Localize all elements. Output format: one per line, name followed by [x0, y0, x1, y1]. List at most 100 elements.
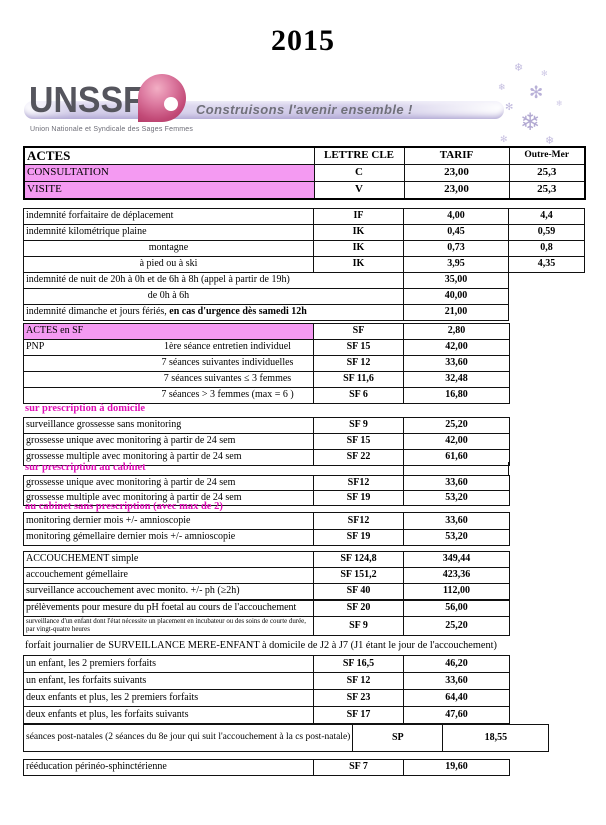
section-heading-forfait: forfait journalier de SURVEILLANCE MERE-…	[25, 640, 497, 651]
tarif-cell: 23,00	[403, 164, 510, 182]
section-heading-sans-prescription: au cabinet sans prescription (avec max d…	[25, 501, 223, 512]
acte-cell: indemnité de nuit de 20h à 0h et de 6h à…	[23, 272, 404, 289]
snowflake-icon: ❄	[545, 134, 555, 147]
acte-cell: monitoring gémellaire dernier mois +/- a…	[23, 528, 314, 546]
acte-cell: à pied ou à ski	[23, 256, 314, 273]
table-row: monitoring gémellaire dernier mois +/- a…	[23, 528, 510, 546]
acte-text: 7 séances suivantes individuelles	[161, 357, 294, 369]
outre-mer-header: Outre-Mer	[508, 146, 586, 165]
tarif-cell: 40,00	[403, 288, 509, 305]
year-title: 2015	[271, 24, 335, 57]
empty-cell	[509, 273, 585, 289]
table-row: ACTES en SF SF 2,80	[23, 323, 510, 340]
acte-cell: deux enfants et plus, les forfaits suiva…	[23, 706, 314, 724]
acte-cell: 7 séances suivantes ≤ 3 femmes	[23, 371, 314, 388]
tarif-cell: 2,80	[403, 323, 510, 340]
reeducation-table: rééducation périnéo-sphinctérienne SF 7 …	[23, 759, 510, 776]
tarif-cell: 47,60	[403, 706, 510, 724]
acte-cell: indemnité forfaitaire de déplacement	[23, 208, 314, 225]
tarif-cell: 53,20	[403, 490, 510, 506]
lettre-cle-cell: V	[313, 181, 405, 200]
table-row: surveillance accouchement avec monito. +…	[23, 583, 510, 600]
logo-tagline: Construisons l'avenir ensemble !	[196, 102, 413, 117]
acte-cell: accouchement gémellaire	[23, 567, 314, 584]
table-row: à pied ou à ski IK 3,95 4,35	[23, 256, 585, 273]
tarif-cell: 56,00	[403, 600, 510, 617]
logo-subtitle: Union Nationale et Syndicale des Sages F…	[30, 126, 194, 133]
acte-cell: rééducation périnéo-sphinctérienne	[23, 759, 314, 776]
table-row: grossesse unique avec monitoring à parti…	[23, 475, 510, 491]
table-row: grossesse multiple avec monitoring à par…	[23, 449, 510, 466]
monitoring-table: monitoring dernier mois +/- amnioscopie …	[23, 512, 510, 546]
acte-cell: de 0h à 6h	[23, 288, 404, 305]
tarif-cell: 42,00	[403, 339, 510, 356]
acte-cell: 7 séances suivantes individuelles	[23, 355, 314, 372]
table-row: indemnité forfaitaire de déplacement IF …	[23, 208, 585, 225]
tarif-cell: 32,48	[403, 371, 510, 388]
tarif-cell: 18,55	[442, 724, 550, 752]
table-row: 7 séances suivantes individuelles SF 12 …	[23, 355, 510, 372]
table-row: indemnité dimanche et jours fériés, en c…	[23, 304, 585, 321]
logo-acronym: UNSSF	[29, 79, 144, 120]
table-row: montagne IK 0,73 0,8	[23, 240, 585, 257]
acte-cell: grossesse unique avec monitoring à parti…	[23, 433, 314, 450]
table-row: 7 séances > 3 femmes (max = 6 ) SF 6 16,…	[23, 387, 510, 404]
acte-cell: indemnité dimanche et jours fériés, en c…	[23, 304, 404, 321]
outre-mer-cell: 25,3	[508, 181, 586, 200]
table-row: séances post-natales (2 séances du 8e jo…	[22, 724, 550, 752]
empty-cell	[509, 289, 585, 305]
acte-cell: CONSULTATION	[23, 164, 315, 182]
accouchement-table: ACCOUCHEMENT simple SF 124,8 349,44 acco…	[23, 551, 510, 600]
tarif-cell: 0,73	[403, 240, 509, 257]
table-row: ACCOUCHEMENT simple SF 124,8 349,44	[23, 551, 510, 568]
section-heading-domicile: sur prescription à domicile	[25, 403, 146, 414]
snowflake-icon: ✻	[500, 135, 508, 145]
lettre-cle-cell: SF 151,2	[313, 567, 404, 584]
outre-mer-cell: 0,8	[508, 240, 585, 257]
acte-cell: grossesse multiple avec monitoring à par…	[23, 449, 314, 466]
lettre-cle-cell: SF 23	[313, 689, 404, 707]
surveillance-mere-enfant-table: un enfant, les 2 premiers forfaits SF 16…	[23, 655, 510, 724]
acte-text-bold: en cas d'urgence dès samedi 12h	[169, 306, 307, 318]
tarif-cell: 4,00	[403, 208, 509, 225]
table-row: de 0h à 6h 40,00	[23, 288, 585, 305]
lettre-cle-cell: C	[313, 164, 405, 182]
section-heading-cabinet: sur prescription au cabinet	[25, 462, 146, 473]
table-row: 7 séances suivantes ≤ 3 femmes SF 11,6 3…	[23, 371, 510, 388]
acte-text: indemnité dimanche et jours fériés,	[26, 306, 170, 318]
acte-cell: surveillance grossesse sans monitoring	[23, 417, 314, 434]
tarif-cell: 21,00	[403, 304, 509, 321]
acte-cell: monitoring dernier mois +/- amnioscopie	[23, 512, 314, 530]
tarif-cell: 64,40	[403, 689, 510, 707]
lettre-cle-cell: SF 12	[313, 355, 404, 372]
table-row: accouchement gémellaire SF 151,2 423,36	[23, 567, 510, 584]
tarif-cell: 33,60	[403, 672, 510, 690]
tarif-cell: 33,60	[403, 355, 510, 372]
lettre-cle-cell: SF 20	[313, 600, 404, 617]
table-row: VISITE V 23,00 25,3	[23, 181, 586, 200]
lettre-cle-cell: IK	[313, 240, 404, 257]
table-row: PNP 1ère séance entretien individuel SF …	[23, 339, 510, 356]
tarif-cell: 23,00	[403, 181, 510, 200]
acte-cell: indemnité kilométrique plaine	[23, 224, 314, 241]
table-row: surveillance grossesse sans monitoring S…	[23, 417, 510, 434]
prescription-domicile-table: surveillance grossesse sans monitoring S…	[23, 417, 510, 466]
snowflake-icon: ✻	[529, 83, 544, 103]
acte-cell: VISITE	[23, 181, 315, 200]
acte-cell: ACTES en SF	[23, 323, 314, 340]
acte-cell: grossesse multiple avec monitoring à par…	[23, 490, 314, 506]
snowflake-icon: ❄	[514, 61, 524, 74]
table-row: monitoring dernier mois +/- amnioscopie …	[23, 512, 510, 530]
lettre-cle-cell: SF 19	[313, 490, 404, 506]
acte-cell: prélèvements pour mesure du pH foetal au…	[23, 600, 314, 617]
actes-header: ACTES	[23, 146, 315, 165]
acte-cell: ACCOUCHEMENT simple	[23, 551, 314, 568]
table-row: grossesse unique avec monitoring à parti…	[23, 433, 510, 450]
lettre-cle-cell: SF 124,8	[313, 551, 404, 568]
lettre-cle-cell: SF 19	[313, 528, 404, 546]
snowflake-icon: ❄	[520, 108, 541, 136]
lettre-cle-cell: SF12	[313, 512, 404, 530]
table-row: indemnité kilométrique plaine IK 0,45 0,…	[23, 224, 585, 241]
table-row: indemnité de nuit de 20h à 0h et de 6h à…	[23, 272, 585, 289]
